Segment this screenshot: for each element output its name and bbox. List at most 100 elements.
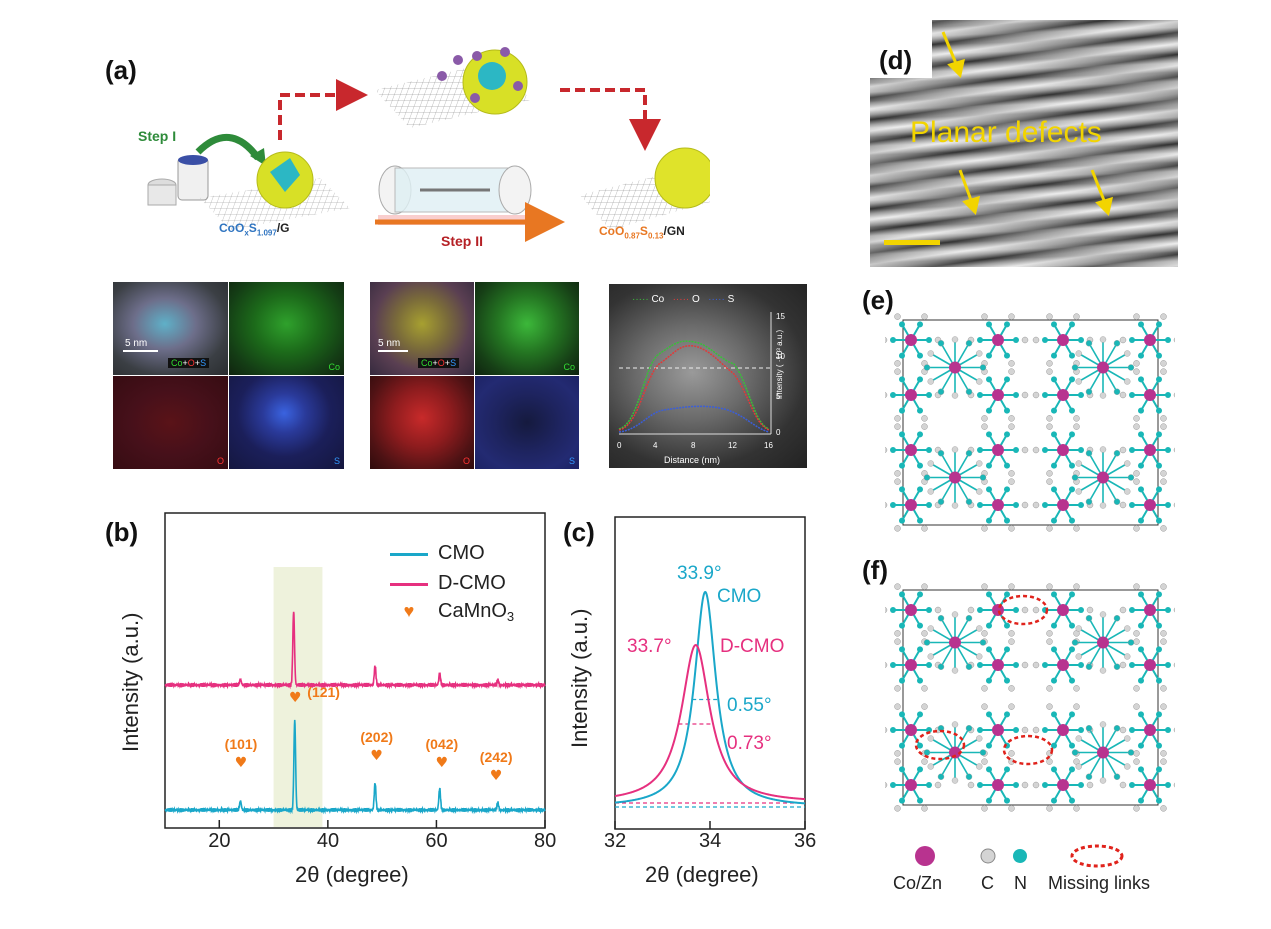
peak-label: (242) (480, 749, 513, 765)
defect-arrows (941, 31, 1114, 217)
metal-node (1097, 471, 1109, 484)
metal-node (1057, 779, 1069, 791)
step-arrow-up (278, 79, 368, 140)
xrd-ylabel: Intensity (a.u.) (118, 612, 143, 752)
line-scan-plot (618, 312, 772, 435)
line-scan-legend: ····· Co ····· O ····· S (632, 294, 735, 305)
legend-c: C (981, 873, 994, 893)
metal-node (992, 604, 1004, 616)
panel-label-c: (c) (563, 517, 595, 547)
dcmo-name-label: D-CMO (720, 636, 785, 657)
metal-node (1144, 724, 1156, 736)
nanoparticle-right (654, 147, 710, 209)
xtick-label: 34 (699, 830, 722, 852)
metal-node (905, 334, 917, 346)
metal-node (1057, 604, 1069, 616)
metal-node (1057, 659, 1069, 671)
xrd-legend: CMO D-CMO ♥ CaMnO3 (390, 542, 514, 630)
cmo-fwhm-label: 0.55° (727, 695, 772, 716)
tem-image: Planar defects (870, 20, 1178, 267)
synthesis-scheme (147, 47, 710, 242)
framework (885, 313, 1175, 532)
xtick-label: 80 (534, 830, 557, 852)
eds-map-co-1: Co (229, 282, 344, 375)
legend-n: N (1014, 873, 1027, 893)
line-scan-xlabel: Distance (nm) (664, 455, 721, 465)
zoom-xtick-labels: 32 34 36 (600, 830, 830, 860)
missing-link (997, 594, 1049, 626)
xrd-zoom-chart (614, 516, 806, 830)
panel-label-f: (f) (862, 555, 888, 585)
metal-node (992, 389, 1004, 401)
metal-node (905, 444, 917, 456)
xtick-label: 32 (604, 830, 627, 852)
composite-legend-2: Co+O+S (418, 358, 460, 368)
metal-node (1097, 361, 1109, 374)
peak-cmo (614, 590, 806, 805)
metal-node (949, 636, 961, 649)
peak-label: (101) (225, 736, 258, 752)
metal-node (1144, 604, 1156, 616)
crystal-structure-e (885, 313, 1175, 532)
metal-node (905, 724, 917, 736)
composite-legend: Co+O+S (168, 358, 210, 368)
zoom-xlabel: 2θ (degree) (645, 862, 759, 887)
framework (885, 583, 1175, 812)
metal-node (905, 499, 917, 511)
planar-defects-label: Planar defects (910, 116, 1102, 149)
line-scan-ylabel: Intensity ( ·10³ a.u.) (775, 329, 785, 400)
missing-link (1002, 734, 1054, 766)
eds-map-s-1: S (229, 376, 344, 469)
metal-node (1057, 444, 1069, 456)
peak-label: (121) (307, 684, 340, 700)
metal-node (1144, 659, 1156, 671)
eds-map-composite-1: 5 nm Co+O+S (113, 282, 228, 375)
legend-missing-links: Missing links (1048, 873, 1151, 893)
step-one-label: Step I (138, 128, 177, 144)
crystal-structure-f (885, 583, 1175, 812)
missing-link-marker (1070, 844, 1124, 868)
metal-node (992, 724, 1004, 736)
co-zn-marker (915, 846, 935, 866)
zoom-ylabel: Intensity (a.u.) (567, 608, 592, 748)
n-marker (1013, 849, 1027, 863)
legend-co-zn: Co/Zn (893, 873, 943, 893)
step-two-label: Step II (441, 233, 484, 249)
line-scan-panel (609, 284, 807, 468)
panel-label-e: (e) (862, 285, 894, 315)
metal-node (949, 471, 961, 484)
cooss-label: CoO0.87S0.13/GN (599, 224, 685, 241)
metal-node (905, 779, 917, 791)
series-d-cmo (164, 611, 546, 690)
cooxs-label: CoOxS1.097/G (219, 221, 290, 238)
crucible-icon (147, 155, 209, 206)
cmo-peak-label: 33.9° (677, 563, 722, 584)
series-cmo (164, 719, 546, 815)
dcmo-fwhm-label: 0.73° (727, 733, 772, 754)
metal-node (1057, 724, 1069, 736)
metal-node (992, 334, 1004, 346)
metal-node (905, 389, 917, 401)
missing-link (914, 729, 966, 761)
metal-node (992, 779, 1004, 791)
metal-node (949, 746, 961, 759)
xrd-xlabel: 2θ (degree) (295, 862, 409, 887)
cmo-name-label: CMO (717, 586, 762, 607)
metal-node (1097, 746, 1109, 759)
dcmo-peak-label: 33.7° (627, 636, 672, 657)
panel-label-b: (b) (105, 517, 139, 547)
panel-label-d: (d) (879, 45, 913, 75)
highlight-region (273, 567, 323, 827)
xrd-chart: (101) ♥ (121) ♥ (202) ♥ (042) ♥ (242) ♥ (164, 512, 546, 829)
peak-marker: ♥ (289, 690, 302, 706)
eds-map-o-1: O (113, 376, 228, 469)
metal-node (1097, 636, 1109, 649)
metal-node (1057, 389, 1069, 401)
metal-node (1144, 334, 1156, 346)
metal-node (992, 444, 1004, 456)
peak-marker: ♥ (436, 755, 449, 771)
metal-node (992, 499, 1004, 511)
xrd-xtick-labels: 20 40 60 80 (160, 830, 560, 860)
metal-node (1057, 499, 1069, 511)
metal-node (1144, 389, 1156, 401)
